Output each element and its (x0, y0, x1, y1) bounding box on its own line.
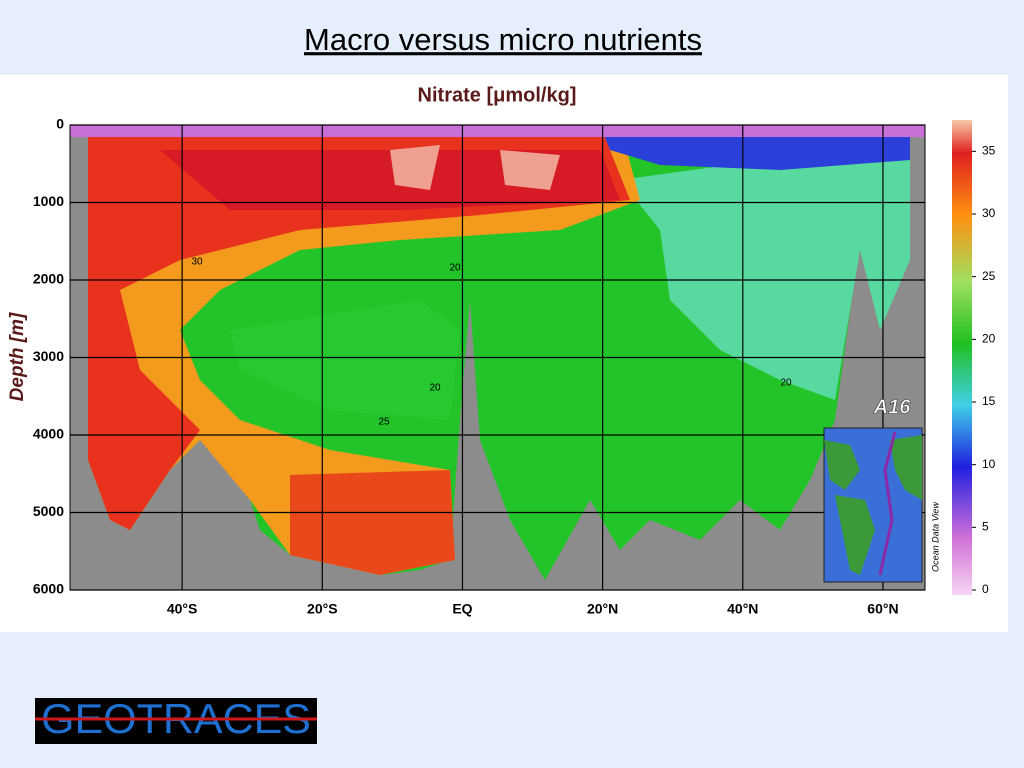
contour-label: 25 (378, 417, 390, 428)
x-tick-label: 20°N (587, 601, 618, 617)
x-tick-label: 40°N (727, 601, 758, 617)
credit: Ocean Data View (930, 502, 940, 572)
y-tick-label: 3000 (33, 348, 64, 364)
y-tick-label: 4000 (33, 426, 64, 442)
x-tick-label: 20°S (307, 601, 338, 617)
grid (69, 124, 926, 591)
colorbar-tick-label: 20 (982, 332, 996, 346)
y-tick-label: 0 (56, 116, 64, 132)
y-tick-label: 1000 (33, 193, 64, 209)
contour-label: 20 (449, 263, 461, 274)
colorbar-tick-label: 5 (982, 520, 989, 534)
colorbar-tick-label: 35 (982, 144, 996, 158)
chart-title: Nitrate [μmol/kg] (418, 84, 577, 106)
slide-title: Macro versus micro nutrients (304, 22, 702, 57)
inset-label: A16 (873, 396, 912, 418)
contour-label: 30 (191, 257, 203, 268)
contour-label: 20 (780, 378, 792, 389)
x-tick-label: EQ (452, 601, 472, 617)
logo: GEOTRACES (35, 695, 317, 744)
colorbar-tick-label: 15 (982, 394, 996, 408)
x-tick-label: 60°N (867, 601, 898, 617)
colorbar-tick-label: 0 (982, 582, 989, 596)
colorbar-tick-label: 30 (982, 206, 996, 220)
colorbar-tick-label: 10 (982, 457, 996, 471)
y-tick-label: 5000 (33, 503, 64, 519)
y-axis-label: Depth [m] (7, 312, 28, 401)
contour-label: 20 (429, 383, 441, 394)
inset-map (823, 427, 923, 583)
colorbar (952, 120, 972, 595)
colorbar-tick-label: 25 (982, 269, 996, 283)
x-tick-label: 40°S (167, 601, 198, 617)
y-tick-label: 6000 (33, 581, 64, 597)
y-tick-label: 2000 (33, 271, 64, 287)
